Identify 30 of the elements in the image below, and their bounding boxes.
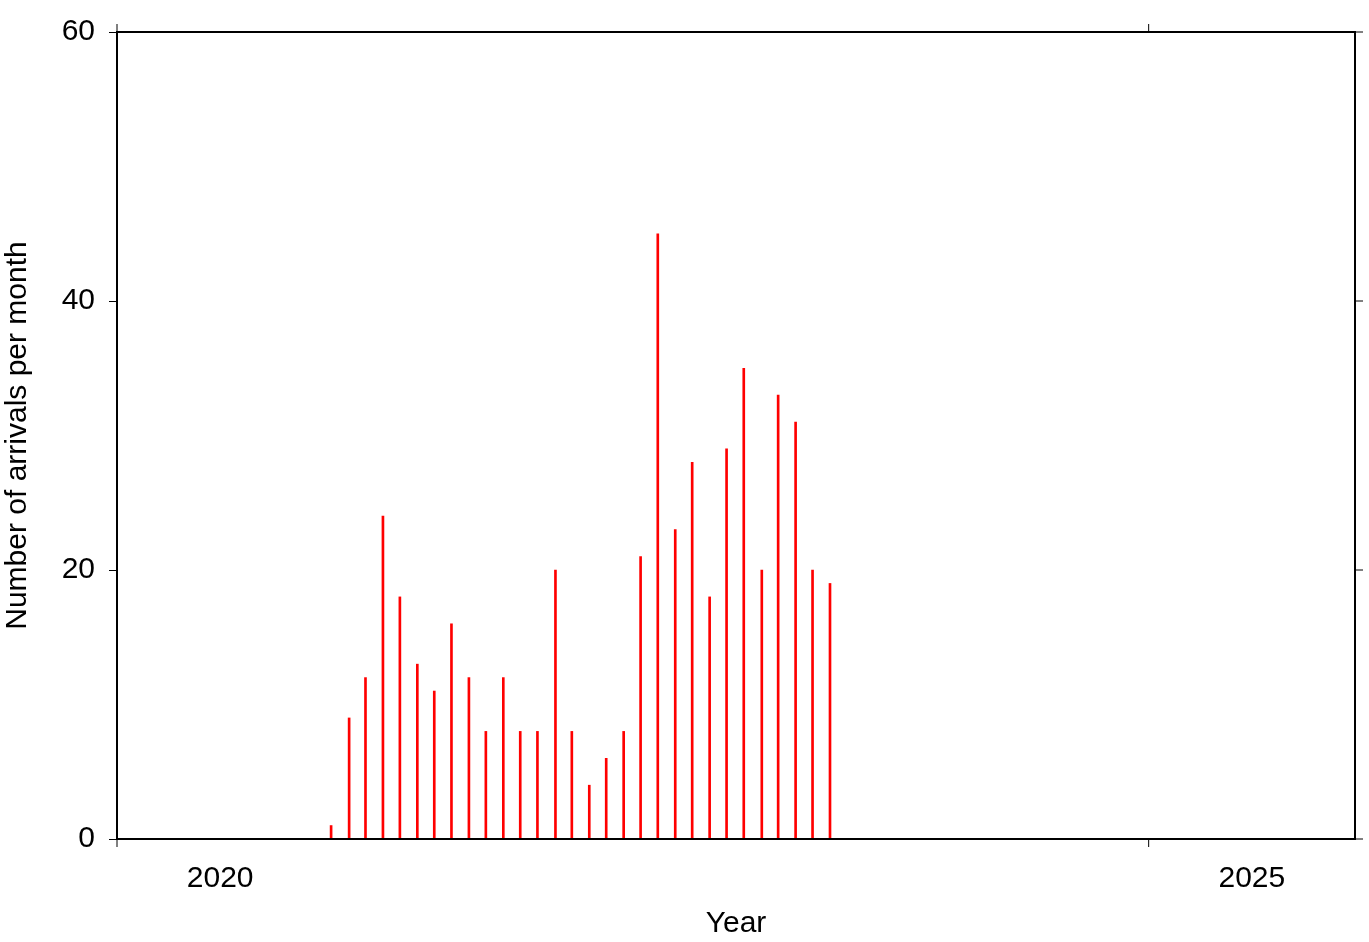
- bar: [811, 569, 814, 839]
- y-tick-label: 40: [61, 282, 95, 316]
- y-tick-label: 0: [78, 820, 95, 854]
- bar: [742, 367, 746, 839]
- bar: [794, 421, 797, 839]
- bar: [690, 462, 694, 839]
- x-axis-title: Year: [705, 905, 767, 939]
- y-tick-label: 60: [61, 13, 95, 47]
- bar: [725, 448, 728, 839]
- bar: [501, 677, 505, 839]
- x-tick-label: 2025: [1218, 860, 1286, 894]
- bar: [587, 784, 591, 839]
- bar: [708, 596, 711, 839]
- bar: [450, 623, 453, 839]
- bar: [639, 556, 642, 839]
- bar: [570, 731, 574, 839]
- bar: [518, 731, 522, 839]
- bar: [673, 529, 677, 839]
- y-axis-title: Number of arrivals per month: [0, 241, 33, 630]
- y-tick-label: 20: [61, 551, 95, 585]
- bar: [536, 731, 539, 839]
- bar: [760, 569, 764, 839]
- bar: [364, 677, 367, 839]
- x-tick-label: 2020: [186, 860, 254, 894]
- bar: [432, 690, 436, 839]
- bar: [604, 757, 608, 839]
- bar: [554, 569, 557, 839]
- bar: [416, 663, 419, 839]
- bar: [622, 731, 625, 839]
- bar: [656, 233, 660, 839]
